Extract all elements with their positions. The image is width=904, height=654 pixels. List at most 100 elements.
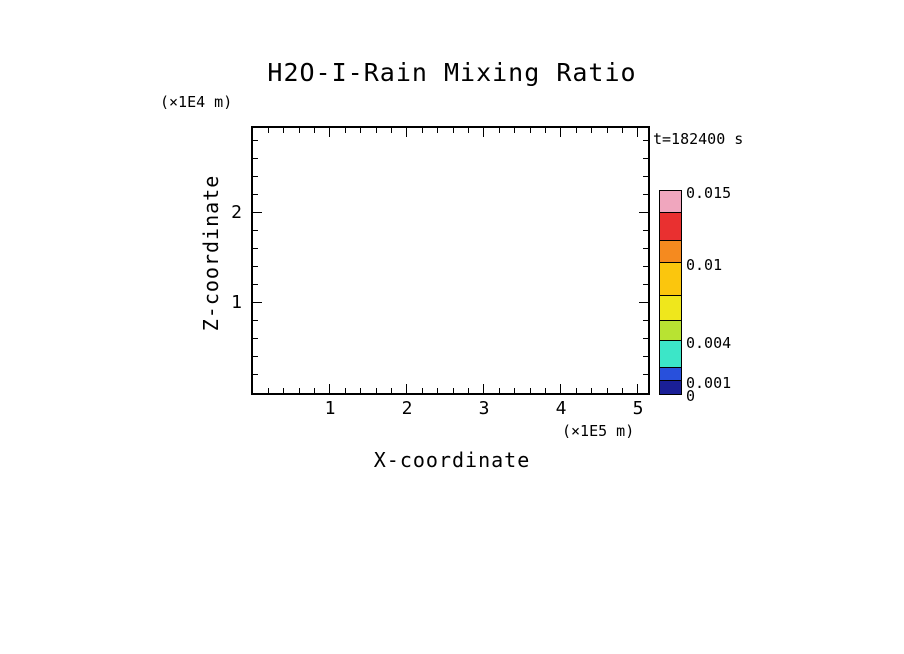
- axis-tick: [406, 128, 408, 137]
- axis-tick: [267, 388, 269, 393]
- axis-tick: [437, 128, 439, 133]
- axis-tick: [253, 230, 258, 232]
- axis-tick: [314, 388, 316, 393]
- axis-tick: [560, 128, 562, 137]
- axis-tick: [639, 302, 648, 304]
- axis-tick: [643, 338, 648, 340]
- axis-tick: [253, 212, 262, 214]
- axis-tick: [468, 388, 470, 393]
- x-tick-label: 2: [401, 398, 413, 419]
- axis-tick: [591, 388, 593, 393]
- axis-tick: [253, 248, 258, 250]
- colorbar-segment-red: [660, 213, 681, 241]
- colorbar-segment-turquoise: [660, 341, 681, 368]
- axis-tick: [643, 266, 648, 268]
- axis-tick: [421, 388, 423, 393]
- axis-tick: [329, 128, 331, 137]
- x-tick-label: 1: [324, 398, 336, 419]
- axis-tick: [643, 140, 648, 142]
- axis-tick: [643, 320, 648, 322]
- axis-tick: [560, 384, 562, 393]
- axis-tick: [391, 128, 393, 133]
- axis-tick: [637, 128, 639, 137]
- axis-tick: [483, 128, 485, 137]
- axis-tick: [643, 158, 648, 160]
- axis-tick: [421, 128, 423, 133]
- y-tick-label: 2: [231, 201, 242, 223]
- colorbar-segment-blue: [660, 368, 681, 381]
- axis-tick: [406, 384, 408, 393]
- axis-tick: [498, 388, 500, 393]
- axis-tick: [375, 128, 377, 133]
- axis-tick: [639, 212, 648, 214]
- axis-tick: [253, 320, 258, 322]
- plot-area: [251, 126, 650, 395]
- axis-tick: [253, 158, 258, 160]
- axis-tick: [253, 194, 258, 196]
- axis-tick: [637, 384, 639, 393]
- axis-tick: [329, 384, 331, 393]
- axis-tick: [606, 128, 608, 133]
- axis-tick: [643, 248, 648, 250]
- axis-tick: [253, 284, 258, 286]
- colorbar-level-label: 0.004: [686, 334, 732, 352]
- x-axis-title: X-coordinate: [373, 448, 531, 472]
- axis-tick: [483, 384, 485, 393]
- axis-tick: [606, 388, 608, 393]
- axis-tick: [283, 128, 285, 133]
- axis-tick: [253, 356, 258, 358]
- axis-tick: [643, 194, 648, 196]
- axis-tick: [253, 176, 258, 178]
- axis-tick: [545, 388, 547, 393]
- axis-tick: [253, 140, 258, 142]
- axis-tick: [468, 128, 470, 133]
- axis-tick: [253, 374, 258, 376]
- axis-tick: [360, 128, 362, 133]
- axis-tick: [344, 128, 346, 133]
- time-annotation: t=182400 s: [653, 130, 744, 148]
- axis-tick: [267, 128, 269, 133]
- axis-tick: [575, 388, 577, 393]
- axis-tick: [575, 128, 577, 133]
- colorbar-segment-pink: [660, 191, 681, 213]
- y-axis-title: Z-coordinate: [199, 174, 223, 332]
- axis-tick: [314, 128, 316, 133]
- x-tick-label: 4: [555, 398, 567, 419]
- axis-tick: [360, 388, 362, 393]
- axis-tick: [452, 388, 454, 393]
- axis-tick: [622, 388, 624, 393]
- colorbar-segment-yellow: [660, 296, 681, 321]
- colorbar-level-label: 0.01: [686, 256, 723, 274]
- colorbar-level-label: 0: [686, 387, 696, 405]
- axis-tick: [253, 266, 258, 268]
- axis-tick: [437, 388, 439, 393]
- axis-tick: [622, 128, 624, 133]
- axis-tick: [452, 128, 454, 133]
- axis-tick: [643, 176, 648, 178]
- axis-tick: [498, 128, 500, 133]
- axis-tick: [643, 230, 648, 232]
- y-tick-label: 1: [231, 291, 242, 313]
- axis-tick: [514, 388, 516, 393]
- axis-tick: [298, 388, 300, 393]
- axis-tick: [253, 338, 258, 340]
- axis-tick: [545, 128, 547, 133]
- axis-tick: [283, 388, 285, 393]
- axis-tick: [375, 388, 377, 393]
- axis-tick: [298, 128, 300, 133]
- axis-tick: [344, 388, 346, 393]
- x-tick-label: 3: [478, 398, 490, 419]
- axis-tick: [529, 388, 531, 393]
- colorbar-segment-navy: [660, 381, 681, 394]
- axis-tick: [643, 374, 648, 376]
- colorbar-segment-chartreuse: [660, 321, 681, 341]
- axis-tick: [643, 356, 648, 358]
- x-tick-label: 5: [632, 398, 644, 419]
- axis-tick: [643, 284, 648, 286]
- axis-tick: [253, 302, 262, 304]
- colorbar-level-label: 0.015: [686, 184, 732, 202]
- x-axis-unit-label: (×1E5 m): [562, 422, 635, 440]
- colorbar-level-label: 0.001: [686, 374, 732, 392]
- colorbar: [659, 190, 682, 395]
